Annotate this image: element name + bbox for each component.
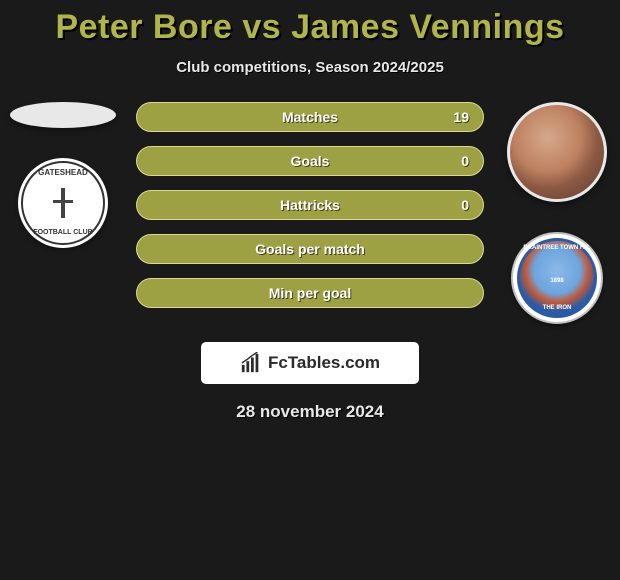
stat-row-min-per-goal: Min per goal [136,278,484,308]
stat-right-value: 0 [461,153,469,169]
club-badge-left: GATESHEAD FOOTBALL CLUB [18,158,108,248]
player-left-photo [10,102,116,128]
subtitle: Club competitions, Season 2024/2025 [0,59,620,76]
page-title: Peter Bore vs James Vennings [0,8,620,47]
crest-text-bottom: FOOTBALL CLUB [33,229,92,237]
chart-icon [240,352,262,374]
stat-label: Min per goal [269,285,351,301]
club-badge-right: BRAINTREE TOWN F.C. THE IRON 1898 [511,232,603,324]
stat-row-hattricks: Hattricks 0 [136,190,484,220]
comparison-card: Peter Bore vs James Vennings Club compet… [0,0,620,422]
stat-row-matches: Matches 19 [136,102,484,132]
crest-figure-icon [53,188,73,218]
player-left-column: GATESHEAD FOOTBALL CLUB [8,102,118,248]
crest-text-bottom: THE IRON [543,305,572,311]
braintree-crest: BRAINTREE TOWN F.C. THE IRON 1898 [517,238,597,318]
date-label: 28 november 2024 [0,402,620,422]
comparison-row: GATESHEAD FOOTBALL CLUB Matches 19 Goals… [0,102,620,324]
stat-row-goals: Goals 0 [136,146,484,176]
stat-right-value: 0 [461,197,469,213]
brand-name: FcTables.com [268,353,380,373]
crest-text-top: GATESHEAD [38,169,88,178]
stat-right-value: 19 [453,109,469,125]
crest-year: 1898 [550,278,563,284]
stat-row-goals-per-match: Goals per match [136,234,484,264]
stat-label: Goals per match [255,241,365,257]
stat-label: Hattricks [280,197,340,213]
stat-label: Goals [291,153,330,169]
stats-column: Matches 19 Goals 0 Hattricks 0 Goals per… [118,102,502,308]
player-right-column: BRAINTREE TOWN F.C. THE IRON 1898 [502,102,612,324]
stat-label: Matches [282,109,338,125]
brand-logo-box[interactable]: FcTables.com [201,342,419,384]
crest-text: BRAINTREE TOWN F.C. [523,245,590,251]
player-right-photo [507,102,607,202]
gateshead-crest: GATESHEAD FOOTBALL CLUB [21,161,105,245]
